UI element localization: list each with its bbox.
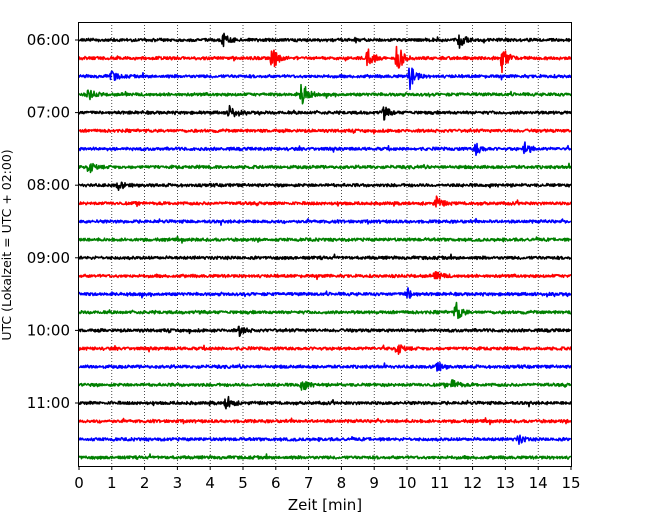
seismic-trace (78, 104, 572, 121)
seismic-trace (78, 45, 572, 74)
y-tick-label: 11:00 (27, 394, 70, 412)
seismic-trace (78, 128, 572, 135)
x-tick-label: 1 (107, 474, 117, 492)
seismic-trace (78, 83, 572, 105)
x-tick-label: 0 (74, 474, 84, 492)
x-axis: 0 1 2 3 4 5 6 7 8 9 10 11 12 13 14 15 (74, 466, 581, 492)
y-tick-label: 08:00 (27, 176, 70, 194)
y-tick-label: 07:00 (27, 104, 70, 122)
seismic-trace (78, 217, 572, 226)
seismic-trace (78, 361, 572, 372)
x-tick-label: 11 (430, 474, 449, 492)
seismic-trace (78, 344, 572, 355)
seismic-trace (78, 235, 572, 244)
seismic-trace (78, 181, 572, 191)
x-tick-label: 6 (271, 474, 281, 492)
y-tick-label: 09:00 (27, 249, 70, 267)
x-tick-label: 5 (238, 474, 248, 492)
seismic-trace (78, 395, 572, 410)
x-axis-label: Zeit [min] (288, 496, 362, 514)
x-tick-label: 12 (463, 474, 482, 492)
x-tick-label: 4 (205, 474, 215, 492)
x-tick-label: 14 (529, 474, 548, 492)
x-tick-label: 15 (561, 474, 580, 492)
x-tick-label: 10 (397, 474, 416, 492)
x-tick-label: 9 (369, 474, 379, 492)
x-tick-label: 13 (496, 474, 515, 492)
seismic-trace (78, 162, 572, 174)
seismic-trace (78, 379, 572, 391)
x-tick-label: 2 (140, 474, 150, 492)
seismic-trace (78, 417, 572, 426)
seismic-trace (78, 453, 572, 460)
seismic-trace (78, 301, 572, 320)
seismic-trace (78, 141, 572, 156)
y-tick-label: 10:00 (27, 321, 70, 339)
seismic-trace (78, 253, 572, 261)
seismic-traces (78, 32, 572, 460)
y-tick-label: 06:00 (27, 31, 70, 49)
seismic-trace (78, 271, 572, 281)
seismic-trace (78, 32, 572, 49)
y-axis: 06:00 07:00 08:00 09:00 10:00 11:00 (27, 31, 79, 412)
x-tick-label: 8 (337, 474, 347, 492)
seismic-trace (78, 434, 572, 445)
x-tick-label: 7 (304, 474, 314, 492)
vertical-grid (111, 22, 539, 466)
plot-frame (78, 22, 572, 467)
x-tick-label: 3 (173, 474, 183, 492)
seismic-trace (78, 287, 572, 299)
seismic-trace (78, 67, 572, 91)
y-axis-label: UTC (Lokalzeit = UTC + 02:00) (0, 149, 14, 340)
seismic-trace (78, 195, 572, 208)
seismic-trace (78, 325, 572, 337)
